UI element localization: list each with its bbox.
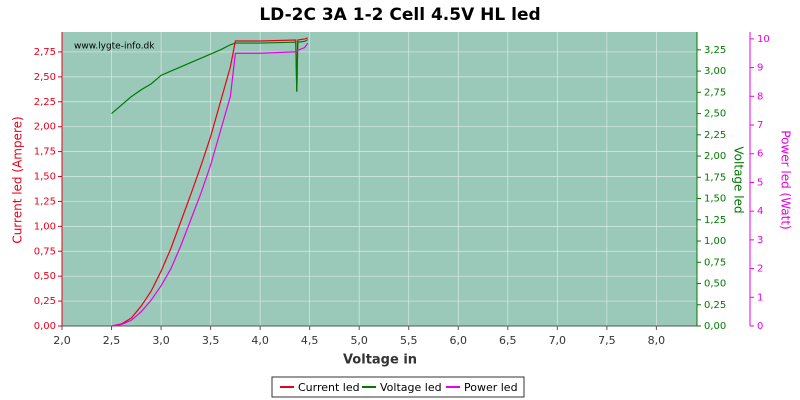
x-tick-label: 3,5 xyxy=(202,334,220,347)
y3-tick-label: 0 xyxy=(757,321,763,332)
x-tick-label: 4,5 xyxy=(301,334,319,347)
y2-tick-label: 2,75 xyxy=(704,87,726,98)
y2-tick-label: 3,25 xyxy=(704,45,726,56)
y2-tick-label: 0,75 xyxy=(704,257,726,268)
y2-tick-label: 0,50 xyxy=(704,279,726,290)
y3-axis-label: Power led (Watt) xyxy=(779,130,793,229)
y3-tick-label: 10 xyxy=(757,34,770,45)
y2-tick-label: 2,50 xyxy=(704,109,726,120)
x-tick-label: 7,5 xyxy=(598,334,616,347)
y-tick-label: 2,75 xyxy=(34,47,56,58)
legend-label: Power led xyxy=(464,381,518,394)
y3-tick-label: 2 xyxy=(757,264,763,275)
y-tick-label: 0,25 xyxy=(34,296,56,307)
x-tick-label: 4,0 xyxy=(251,334,269,347)
x-tick-label: 8,0 xyxy=(648,334,666,347)
x-tick-label: 3,0 xyxy=(152,334,170,347)
y2-tick-label: 1,00 xyxy=(704,236,726,247)
x-tick-label: 5,0 xyxy=(350,334,368,347)
y2-tick-label: 1,25 xyxy=(704,215,726,226)
chart-title: LD-2C 3A 1-2 Cell 4.5V HL led xyxy=(259,5,540,25)
y2-tick-label: 2,00 xyxy=(704,151,726,162)
plot-area xyxy=(62,32,697,326)
y-tick-label: 1,00 xyxy=(34,221,56,232)
y2-axis-label: Voltage led xyxy=(732,146,746,213)
legend-label: Voltage led xyxy=(380,381,442,394)
y3-tick-label: 3 xyxy=(757,235,763,246)
series-line xyxy=(111,39,308,115)
watermark: www.lygte-info.dk xyxy=(74,42,155,52)
x-tick-label: 5,5 xyxy=(400,334,418,347)
y3-tick-label: 8 xyxy=(757,91,763,102)
y3-tick-label: 6 xyxy=(757,149,763,160)
y-tick-label: 1,75 xyxy=(34,147,56,158)
y-tick-label: 0,50 xyxy=(34,271,56,282)
series-line xyxy=(111,42,309,327)
y3-tick-label: 1 xyxy=(757,292,763,303)
legend xyxy=(271,376,525,398)
legend-label: Current led xyxy=(298,381,360,394)
y3-tick-label: 4 xyxy=(757,206,763,217)
x-tick-label: 2,5 xyxy=(103,334,121,347)
y-axis-label: Current led (Ampere) xyxy=(11,116,25,243)
y2-tick-label: 0,00 xyxy=(704,321,726,332)
y2-tick-label: 0,25 xyxy=(704,300,726,311)
x-tick-label: 2,0 xyxy=(53,334,71,347)
y-tick-label: 2,25 xyxy=(34,97,56,108)
x-tick-label: 7,0 xyxy=(549,334,567,347)
y-tick-label: 1,25 xyxy=(34,196,56,207)
y2-tick-label: 2,25 xyxy=(704,130,726,141)
y2-tick-label: 1,75 xyxy=(704,172,726,183)
y3-tick-label: 9 xyxy=(757,63,763,74)
y-tick-label: 2,00 xyxy=(34,122,56,133)
y3-tick-label: 5 xyxy=(757,177,763,188)
y-tick-label: 1,50 xyxy=(34,172,56,183)
x-axis-label: Voltage in xyxy=(343,353,417,368)
y2-tick-label: 1,50 xyxy=(704,194,726,205)
y3-tick-label: 7 xyxy=(757,120,763,131)
y-tick-label: 2,50 xyxy=(34,72,56,83)
x-tick-label: 6,0 xyxy=(450,334,468,347)
x-tick-label: 6,5 xyxy=(499,334,517,347)
y-tick-label: 0,00 xyxy=(34,321,56,332)
y2-tick-label: 3,00 xyxy=(704,66,726,77)
y-tick-label: 0,75 xyxy=(34,246,56,257)
